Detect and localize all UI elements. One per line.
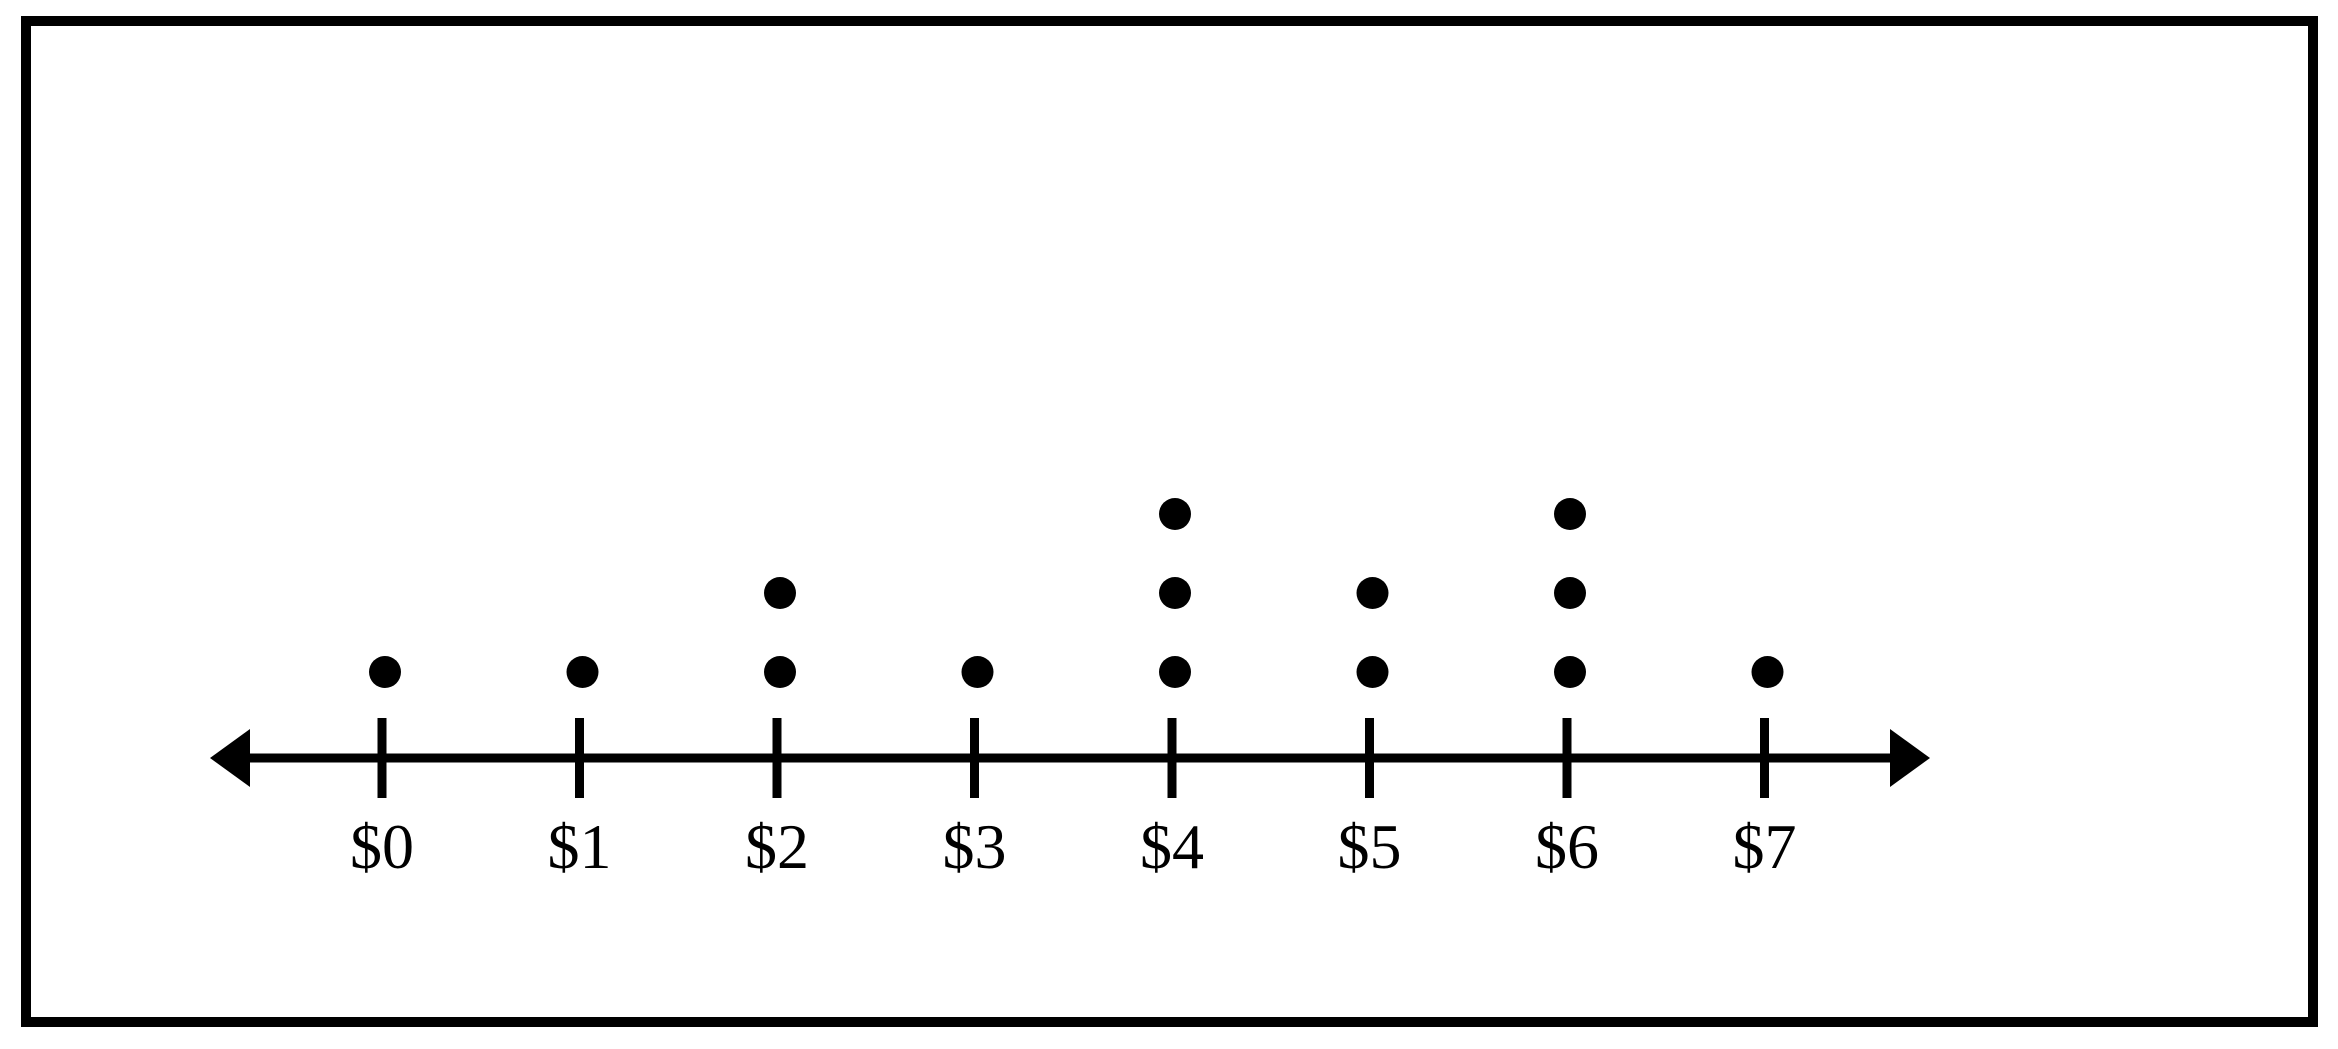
data-dot [961, 656, 994, 688]
data-dot [1554, 498, 1586, 530]
tick-label: $3 [943, 811, 1007, 882]
data-dot [1554, 656, 1586, 688]
data-dot [1159, 498, 1191, 530]
tick-label: $0 [350, 811, 414, 882]
tick-label: $4 [1140, 811, 1204, 882]
data-dot [369, 656, 401, 688]
data-dot [566, 656, 599, 688]
tick-label: $1 [548, 811, 612, 882]
data-dot [1159, 577, 1191, 609]
data-dot [764, 656, 796, 688]
tick-label: $7 [1733, 811, 1797, 882]
tick-label: $5 [1338, 811, 1402, 882]
tick-marks [377, 718, 1769, 798]
right-arrowhead [1890, 729, 1930, 787]
tick-label: $6 [1535, 811, 1599, 882]
data-dot [1554, 577, 1586, 609]
tick-labels: $0 $1 $2 $3 $4 $5 $6 $7 [350, 811, 1797, 882]
data-dot [1356, 656, 1389, 688]
data-dot [1751, 656, 1784, 688]
data-dot [764, 577, 796, 609]
tick-label: $2 [745, 811, 809, 882]
data-dots [369, 498, 1784, 688]
data-dot [1356, 577, 1389, 609]
left-arrowhead [210, 729, 250, 787]
data-dot [1159, 656, 1191, 688]
